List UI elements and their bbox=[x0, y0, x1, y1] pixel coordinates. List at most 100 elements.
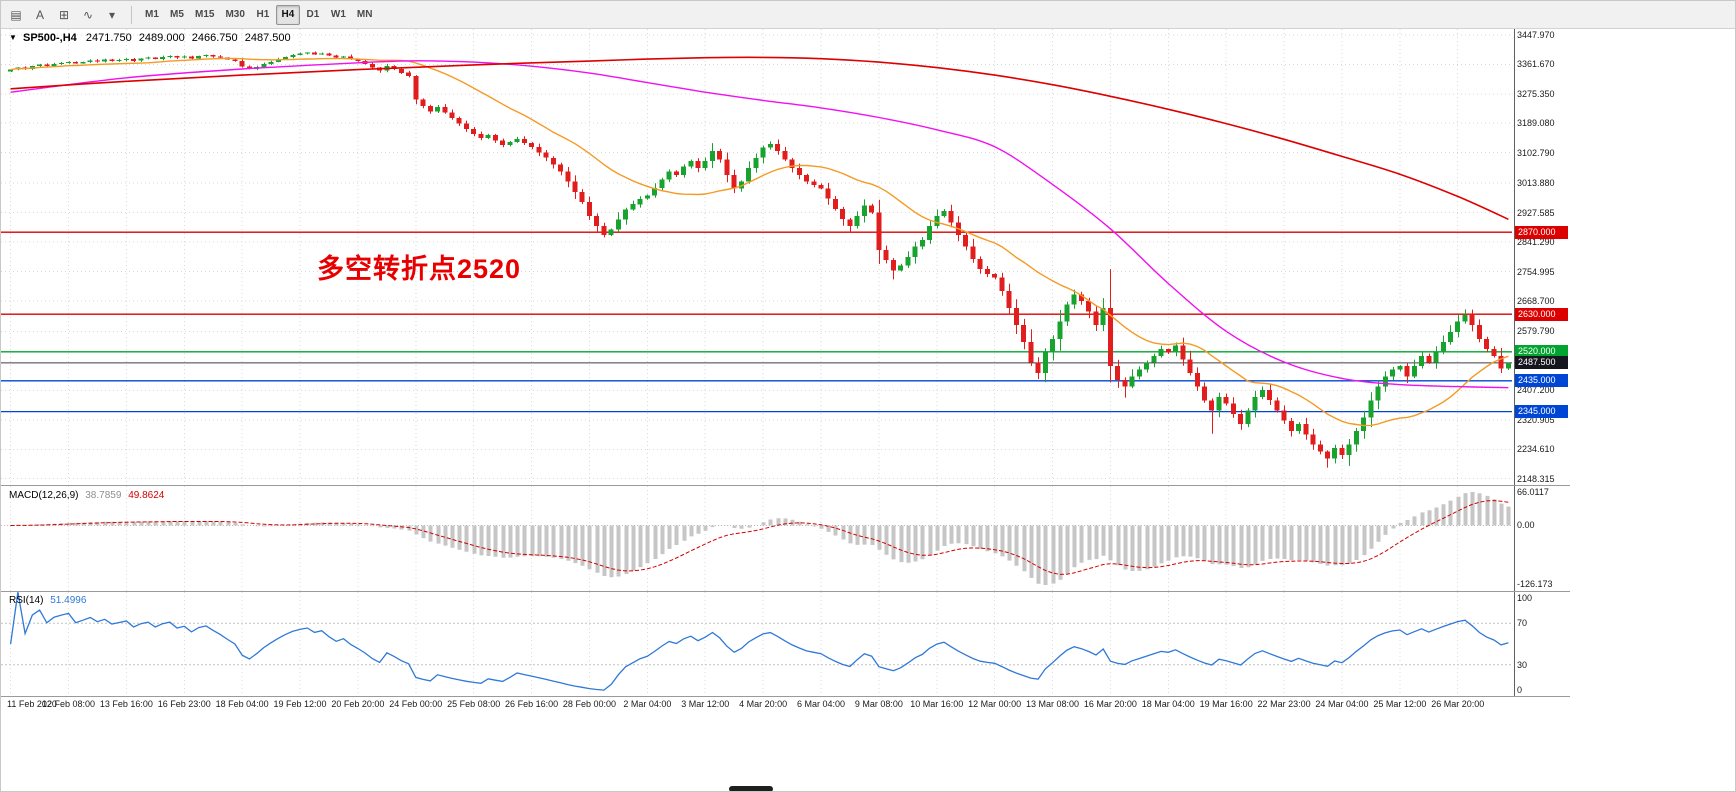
candle bbox=[66, 61, 71, 63]
timeframe-button-h4[interactable]: H4 bbox=[275, 4, 300, 25]
candle bbox=[753, 157, 759, 168]
time-axis-label: 11 Feb 2020 bbox=[7, 699, 57, 709]
price-chart[interactable] bbox=[1, 29, 1514, 485]
time-axis-label: 26 Mar 20:00 bbox=[1431, 699, 1485, 709]
candle bbox=[1505, 362, 1511, 369]
timeframe-button-m30[interactable]: M30 bbox=[225, 9, 245, 20]
candle bbox=[818, 185, 824, 189]
candle bbox=[1028, 342, 1034, 363]
candle bbox=[941, 211, 947, 216]
candle bbox=[724, 159, 730, 175]
candle bbox=[1100, 308, 1106, 326]
time-axis-label: 13 Mar 08:00 bbox=[1026, 699, 1080, 709]
candle bbox=[427, 105, 433, 112]
candle bbox=[992, 273, 998, 278]
panel-separator[interactable] bbox=[1, 696, 1570, 697]
candle bbox=[652, 188, 658, 196]
candle bbox=[239, 61, 245, 67]
dropdown-caret-icon[interactable]: ▾ bbox=[108, 7, 116, 22]
candle bbox=[825, 188, 831, 199]
panel-separator[interactable] bbox=[1, 485, 1570, 486]
candle bbox=[1151, 355, 1157, 363]
candle bbox=[898, 265, 904, 271]
candle bbox=[87, 60, 93, 63]
candle bbox=[1455, 321, 1461, 332]
timeframe-button-mn[interactable]: MN bbox=[356, 9, 373, 20]
candle bbox=[1050, 338, 1055, 353]
candle bbox=[174, 56, 180, 58]
candle bbox=[1165, 349, 1171, 353]
candle bbox=[927, 226, 932, 240]
toolbar-icon-group: ▤ A ⊞ ∿ ▾ bbox=[5, 5, 123, 25]
rsi-panel[interactable] bbox=[1, 592, 1514, 696]
candle bbox=[1180, 345, 1186, 360]
candle bbox=[37, 64, 43, 67]
candle bbox=[44, 64, 50, 66]
candle bbox=[1346, 444, 1352, 455]
panel-separator[interactable] bbox=[1, 591, 1570, 592]
candle bbox=[1223, 396, 1229, 404]
candle bbox=[861, 205, 867, 216]
candle bbox=[1353, 431, 1359, 445]
chart-grid-icon[interactable]: ▤ bbox=[10, 7, 22, 22]
candle bbox=[1303, 424, 1309, 435]
candle bbox=[442, 107, 448, 113]
candle bbox=[833, 198, 838, 209]
candle bbox=[355, 59, 361, 62]
candle bbox=[268, 61, 274, 65]
timeframe-button-m1[interactable]: M1 bbox=[145, 9, 159, 20]
zigzag-line-icon[interactable]: ∿ bbox=[82, 7, 94, 22]
candle bbox=[905, 256, 911, 266]
candle bbox=[659, 179, 665, 189]
taskbar-hint bbox=[729, 786, 773, 791]
candle bbox=[890, 260, 896, 271]
candle bbox=[514, 139, 520, 143]
candle bbox=[1462, 314, 1468, 322]
candle-wicks-up bbox=[11, 52, 1509, 466]
candle bbox=[1093, 311, 1099, 326]
candle bbox=[160, 57, 166, 59]
candle bbox=[1296, 424, 1302, 431]
timeframe-button-m5[interactable]: M5 bbox=[170, 9, 184, 20]
cursor-a-icon[interactable]: A bbox=[35, 7, 44, 22]
candle bbox=[1187, 359, 1193, 373]
candle bbox=[1245, 410, 1251, 425]
candle bbox=[912, 246, 918, 257]
timeframe-button-d1[interactable]: D1 bbox=[306, 9, 320, 20]
candle bbox=[464, 123, 469, 130]
candle bbox=[615, 219, 621, 230]
timeframe-button-h1[interactable]: H1 bbox=[256, 9, 270, 20]
candle bbox=[1317, 444, 1323, 452]
timeframe-button-m15[interactable]: M15 bbox=[195, 9, 215, 20]
candle bbox=[341, 56, 346, 58]
toolbar-separator bbox=[131, 5, 132, 24]
candle bbox=[1310, 434, 1316, 445]
candle bbox=[1426, 355, 1432, 363]
time-axis-label: 28 Feb 00:00 bbox=[562, 699, 616, 709]
candle bbox=[1158, 349, 1164, 356]
candle bbox=[181, 56, 187, 58]
candle bbox=[601, 226, 607, 235]
candle bbox=[999, 277, 1005, 291]
candle bbox=[123, 59, 129, 61]
candle bbox=[543, 152, 549, 158]
candle bbox=[1419, 355, 1425, 367]
time-axis-label: 12 Mar 00:00 bbox=[968, 699, 1022, 709]
candle bbox=[695, 160, 701, 168]
candle bbox=[1448, 332, 1453, 343]
text-frame-icon[interactable]: ⊞ bbox=[58, 7, 70, 22]
candle bbox=[681, 166, 686, 175]
candle bbox=[1332, 448, 1338, 459]
candle bbox=[51, 63, 57, 66]
candle bbox=[536, 147, 542, 153]
candle bbox=[804, 174, 809, 182]
time-axis-label: 24 Feb 00:00 bbox=[389, 699, 443, 709]
candle bbox=[840, 209, 846, 220]
candle bbox=[644, 195, 650, 199]
time-axis[interactable]: 11 Feb 2020 12 Feb 08:00 13 Feb 16:00 16 Fe… bbox=[1, 698, 1570, 712]
price-axis[interactable] bbox=[1514, 29, 1570, 696]
candle bbox=[1006, 291, 1012, 309]
macd-panel[interactable] bbox=[1, 486, 1514, 591]
candle bbox=[1071, 294, 1077, 305]
timeframe-button-w1[interactable]: W1 bbox=[330, 9, 346, 20]
